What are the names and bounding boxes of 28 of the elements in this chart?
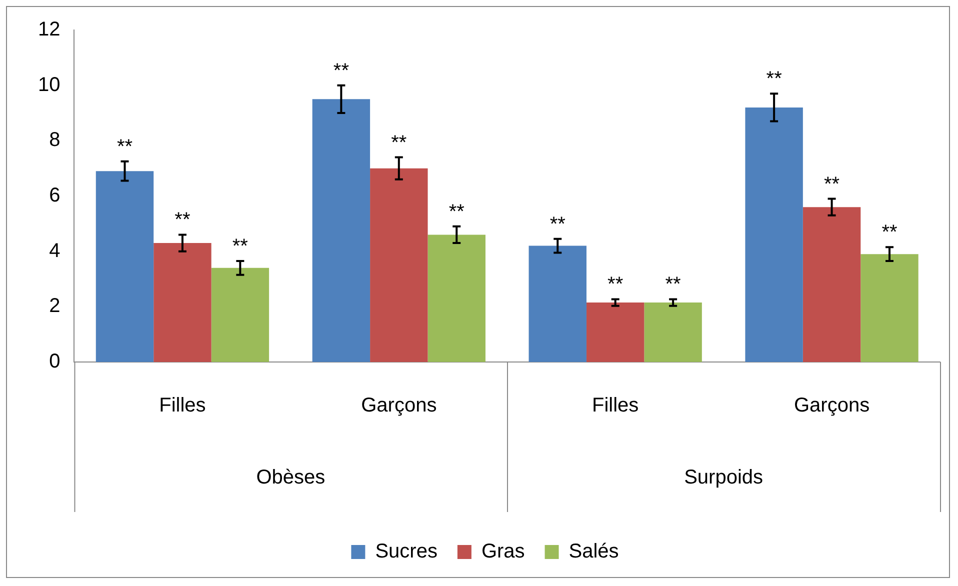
annotation: ** bbox=[824, 173, 840, 196]
annotation: ** bbox=[766, 68, 782, 90]
legend-label: Salés bbox=[568, 540, 619, 563]
x-tick-label: Filles bbox=[592, 394, 639, 417]
y-tick-label: 12 bbox=[38, 18, 60, 41]
x-tick-label: Garçons bbox=[794, 394, 870, 417]
annotation: ** bbox=[882, 222, 898, 244]
annotation: ** bbox=[174, 209, 190, 232]
y-tick-label: 10 bbox=[38, 74, 60, 96]
text: Surpoids bbox=[684, 466, 764, 489]
annotation: ** bbox=[448, 200, 465, 223]
x-tick-label: Garçons bbox=[361, 394, 437, 417]
text: Obèses bbox=[256, 466, 326, 489]
annotation: ** bbox=[232, 236, 248, 258]
annotation: ** bbox=[116, 136, 133, 158]
annotation: ** bbox=[608, 274, 624, 296]
y-tick-label: 8 bbox=[49, 129, 60, 152]
annotation: ** bbox=[665, 274, 682, 296]
legend-label: Gras bbox=[481, 540, 525, 563]
annotation: ** bbox=[391, 132, 407, 154]
annotation: ** bbox=[550, 213, 566, 236]
y-tick-label: 2 bbox=[49, 295, 60, 318]
annotation: ** bbox=[333, 60, 350, 82]
legend-label: Sucres bbox=[375, 540, 438, 563]
x-tick-label: Filles bbox=[159, 394, 206, 417]
y-tick-label: 4 bbox=[49, 240, 60, 262]
y-tick-label: 6 bbox=[49, 184, 60, 207]
y-tick-label: 0 bbox=[49, 350, 60, 373]
